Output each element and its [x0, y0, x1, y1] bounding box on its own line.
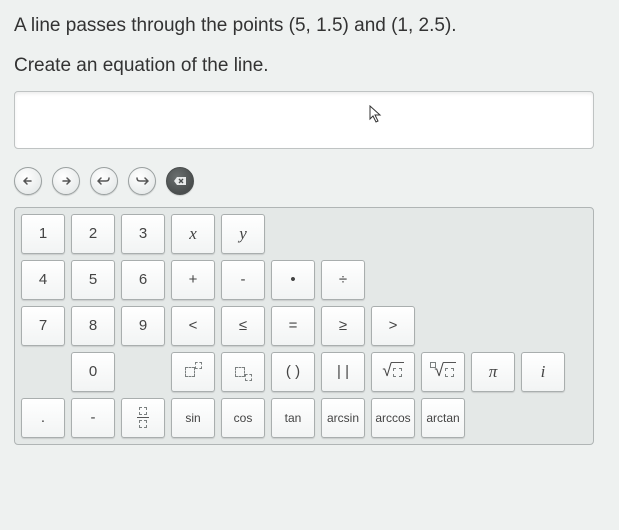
- key-parens[interactable]: ( ): [271, 352, 315, 392]
- key-cos[interactable]: cos: [221, 398, 265, 438]
- key-minus[interactable]: -: [221, 260, 265, 300]
- key-gte[interactable]: ≥: [321, 306, 365, 346]
- key-negative[interactable]: -: [71, 398, 115, 438]
- keypad-row-1: 1 2 3 x y: [21, 214, 587, 254]
- key-5[interactable]: 5: [71, 260, 115, 300]
- key-y[interactable]: y: [221, 214, 265, 254]
- key-sin[interactable]: sin: [171, 398, 215, 438]
- key-nth-root[interactable]: √: [421, 352, 465, 392]
- nav-row: [14, 167, 605, 195]
- key-dot-multiply[interactable]: •: [271, 260, 315, 300]
- undo-button[interactable]: [90, 167, 118, 195]
- cursor-left-button[interactable]: [14, 167, 42, 195]
- redo-button[interactable]: [128, 167, 156, 195]
- key-spacer: [121, 352, 165, 392]
- cursor-right-button[interactable]: [52, 167, 80, 195]
- key-arcsin[interactable]: arcsin: [321, 398, 365, 438]
- key-4[interactable]: 4: [21, 260, 65, 300]
- key-abs[interactable]: | |: [321, 352, 365, 392]
- key-fraction[interactable]: [121, 398, 165, 438]
- point-1: (5, 1.5): [289, 15, 349, 36]
- key-6[interactable]: 6: [121, 260, 165, 300]
- key-x[interactable]: x: [171, 214, 215, 254]
- question-text-pre: A line passes through the points: [14, 15, 289, 36]
- question-line-1: A line passes through the points (5, 1.5…: [14, 12, 605, 41]
- placeholder-icon: [245, 374, 252, 381]
- key-decimal[interactable]: .: [21, 398, 65, 438]
- key-i[interactable]: i: [521, 352, 565, 392]
- equation-input[interactable]: [14, 91, 594, 149]
- keypad-row-4: 0 ( ) | | √ √ π i: [21, 352, 587, 392]
- keypad-row-5: . - sin cos tan arcsin arccos arctan: [21, 398, 587, 438]
- key-plus[interactable]: +: [171, 260, 215, 300]
- keypad: 1 2 3 x y 4 5 6 + - • ÷ 7 8 9 < ≤ = ≥ > …: [14, 207, 594, 445]
- key-subscript[interactable]: [221, 352, 265, 392]
- key-2[interactable]: 2: [71, 214, 115, 254]
- key-spacer: [21, 352, 65, 392]
- key-power[interactable]: [171, 352, 215, 392]
- key-greater[interactable]: >: [371, 306, 415, 346]
- keypad-row-3: 7 8 9 < ≤ = ≥ >: [21, 306, 587, 346]
- key-divide[interactable]: ÷: [321, 260, 365, 300]
- key-sqrt[interactable]: √: [371, 352, 415, 392]
- key-0[interactable]: 0: [71, 352, 115, 392]
- key-pi[interactable]: π: [471, 352, 515, 392]
- key-9[interactable]: 9: [121, 306, 165, 346]
- question-text-mid: and: [354, 15, 391, 36]
- placeholder-icon: [235, 367, 245, 377]
- key-7[interactable]: 7: [21, 306, 65, 346]
- point-2: (1, 2.5).: [391, 15, 456, 36]
- key-less[interactable]: <: [171, 306, 215, 346]
- key-8[interactable]: 8: [71, 306, 115, 346]
- placeholder-icon: [195, 362, 202, 369]
- question-line-2: Create an equation of the line.: [14, 55, 605, 77]
- keypad-row-2: 4 5 6 + - • ÷: [21, 260, 587, 300]
- key-tan[interactable]: tan: [271, 398, 315, 438]
- key-arccos[interactable]: arccos: [371, 398, 415, 438]
- answer-area: [14, 91, 605, 149]
- key-equals[interactable]: =: [271, 306, 315, 346]
- key-3[interactable]: 3: [121, 214, 165, 254]
- backspace-button[interactable]: [166, 167, 194, 195]
- key-lte[interactable]: ≤: [221, 306, 265, 346]
- placeholder-icon: [185, 367, 195, 377]
- key-arctan[interactable]: arctan: [421, 398, 465, 438]
- key-1[interactable]: 1: [21, 214, 65, 254]
